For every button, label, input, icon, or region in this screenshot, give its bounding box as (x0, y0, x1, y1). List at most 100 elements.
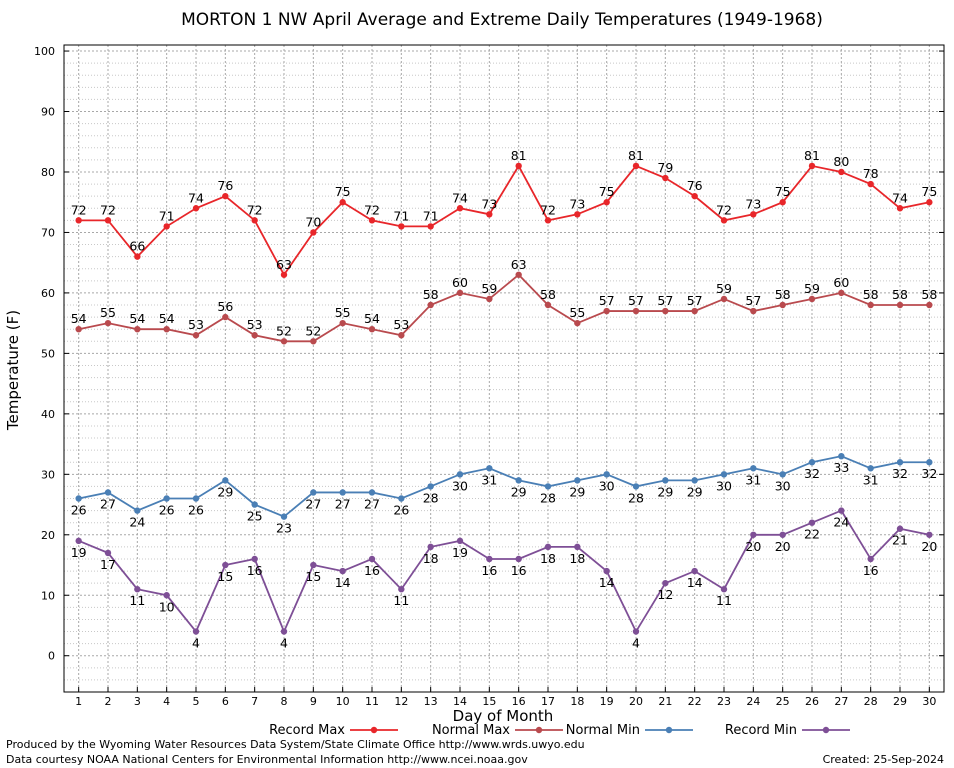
normal-max-data-label: 60 (833, 275, 849, 290)
normal-max-data-label: 54 (129, 311, 145, 326)
normal-min-point (544, 483, 552, 490)
record-min-data-label: 19 (71, 545, 87, 560)
normal-min-data-label: 33 (833, 460, 849, 475)
normal-min-point (691, 477, 698, 484)
normal-min-point (163, 495, 170, 502)
legend-label-normal-min: Normal Min (566, 723, 640, 738)
record-max-point (662, 174, 669, 182)
x-tick-label: 25 (776, 695, 790, 708)
normal-max-data-label: 57 (687, 293, 703, 308)
record-max-data-label: 75 (599, 184, 615, 199)
normal-min-data-label: 32 (921, 466, 937, 481)
record-min-data-label: 20 (775, 539, 791, 554)
record-max-data-label: 73 (745, 196, 761, 211)
record-min-point (310, 561, 317, 569)
record-min-point (632, 628, 640, 635)
record-max-data-label: 72 (540, 202, 556, 217)
normal-min-point (867, 465, 874, 472)
record-min-data-label: 11 (716, 593, 732, 608)
normal-max-data-label: 57 (599, 293, 615, 308)
normal-min-data-label: 30 (716, 478, 732, 493)
normal-max-point (603, 307, 610, 315)
normal-max-point (104, 319, 112, 327)
record-max-data-label: 66 (129, 239, 145, 254)
normal-min-data-label: 31 (863, 472, 879, 487)
normal-max-data-label: 53 (247, 317, 263, 332)
record-max-point (926, 199, 933, 206)
record-max-point (603, 199, 610, 206)
y-tick-label: 70 (41, 226, 55, 239)
record-max-data-label: 79 (657, 160, 673, 175)
normal-min-data-label: 30 (599, 478, 615, 493)
record-min-data-label: 22 (804, 527, 820, 542)
normal-min-data-label: 24 (129, 515, 145, 530)
x-tick-label: 27 (834, 695, 848, 708)
record-max-data-label: 73 (481, 196, 497, 211)
normal-min-data-label: 26 (159, 503, 175, 518)
record-max-data-label: 72 (247, 202, 263, 217)
record-max-data-label: 63 (276, 257, 292, 272)
normal-min-data-label: 30 (775, 478, 791, 493)
normal-min-point (280, 513, 288, 520)
normal-min-point (104, 489, 112, 496)
x-tick-label: 7 (251, 695, 258, 708)
normal-max-point (926, 301, 933, 309)
normal-max-point (163, 325, 170, 333)
record-max-point (163, 223, 170, 230)
record-min-point (427, 543, 434, 551)
record-min-point (838, 507, 845, 514)
record-max-point (574, 211, 581, 218)
x-tick-label: 4 (163, 695, 170, 708)
record-min-point (896, 525, 904, 532)
x-tick-label: 15 (482, 695, 496, 708)
record-max-data-label: 74 (188, 190, 204, 205)
normal-min-data-label: 23 (276, 521, 292, 536)
record-max-point (104, 217, 112, 224)
legend-marker-normal-max (535, 726, 543, 734)
record-min-data-label: 21 (892, 533, 908, 548)
legend-label-record-max: Record Max (269, 723, 345, 738)
record-min-data-label: 11 (393, 593, 409, 608)
normal-min-data-label: 31 (745, 472, 761, 487)
record-max-point (251, 217, 258, 224)
normal-min-point (750, 465, 757, 472)
record-min-data-label: 24 (833, 515, 849, 530)
normal-max-point (339, 319, 346, 327)
record-max-point (896, 205, 904, 212)
normal-min-data-label: 29 (511, 484, 527, 499)
x-tick-label: 13 (424, 695, 438, 708)
normal-max-data-label: 58 (423, 287, 439, 302)
legend-label-normal-max: Normal Max (432, 723, 510, 738)
normal-max-point (398, 332, 405, 339)
normal-max-point (515, 271, 522, 278)
y-tick-label: 10 (41, 589, 55, 602)
normal-min-point (896, 459, 904, 466)
normal-min-data-label: 28 (540, 490, 556, 505)
record-max-data-label: 73 (569, 196, 585, 211)
y-tick-label: 90 (41, 106, 55, 119)
normal-max-data-label: 52 (276, 323, 292, 338)
x-tick-label: 1 (75, 695, 82, 708)
record-min-point (104, 549, 112, 557)
normal-max-point (427, 301, 434, 309)
x-tick-label: 6 (222, 695, 229, 708)
record-min-point (486, 555, 493, 563)
record-min-point (662, 579, 669, 587)
x-tick-label: 30 (922, 695, 936, 708)
record-min-data-label: 16 (364, 563, 380, 578)
normal-min-data-label: 25 (247, 509, 263, 524)
record-max-data-label: 74 (452, 190, 468, 205)
normal-min-point (192, 495, 200, 502)
normal-min-point (662, 477, 669, 484)
record-max-point (691, 192, 698, 200)
record-min-data-label: 19 (452, 545, 468, 560)
y-tick-label: 0 (48, 650, 55, 663)
normal-min-point (515, 477, 522, 484)
normal-max-data-label: 55 (100, 305, 116, 320)
record-max-point (750, 211, 757, 218)
record-min-point (75, 537, 82, 545)
normal-max-data-label: 58 (863, 287, 879, 302)
y-tick-label: 20 (41, 529, 55, 542)
normal-min-data-label: 26 (188, 503, 204, 518)
record-min-data-label: 18 (540, 551, 556, 566)
